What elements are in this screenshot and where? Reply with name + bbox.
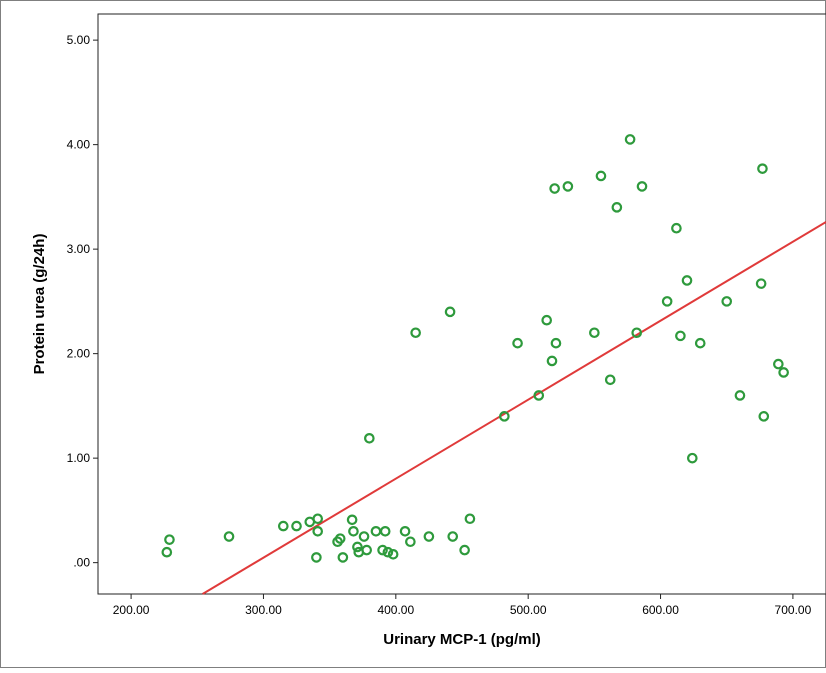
data-point [757, 163, 768, 174]
data-point [223, 531, 235, 542]
data-point [661, 296, 673, 307]
data-point [361, 544, 372, 556]
y-tick-label: .00 [73, 556, 90, 570]
data-point [624, 134, 636, 145]
data-point [773, 358, 784, 370]
x-tick-label: 200.00 [113, 603, 150, 617]
data-point [546, 355, 558, 367]
data-point [447, 531, 459, 542]
data-point [604, 374, 616, 386]
y-axis: .00 1.00 2.00 3.00 4.00 5.00 [67, 33, 98, 570]
fit-line [202, 221, 826, 595]
data-point [631, 327, 643, 339]
data-point [337, 552, 349, 563]
data-point [459, 544, 470, 556]
data-point [364, 432, 375, 444]
data-point [681, 275, 693, 286]
data-point [734, 390, 746, 401]
data-point [348, 525, 359, 537]
data-point [379, 525, 391, 537]
data-point [687, 452, 698, 464]
x-axis: 200.00 300.00 400.00 500.00 600.00 700.00 [113, 594, 812, 617]
x-tick-label: 500.00 [510, 603, 547, 617]
data-point [464, 513, 476, 525]
data-point [721, 296, 733, 307]
data-point [382, 546, 394, 558]
data-point [278, 520, 289, 532]
x-tick-label: 600.00 [642, 603, 679, 617]
data-point [512, 337, 523, 349]
data-point [550, 337, 562, 349]
fit-line-layer [202, 221, 826, 595]
data-point [589, 327, 600, 339]
x-tick-label: 400.00 [377, 603, 414, 617]
data-point [377, 544, 388, 556]
data-point [387, 548, 399, 560]
data-point [334, 533, 346, 544]
data-point [541, 314, 553, 326]
data-point [562, 181, 574, 192]
plot-area [97, 13, 826, 595]
y-tick-label: 3.00 [67, 242, 91, 256]
data-point [410, 327, 421, 339]
data-point [694, 337, 706, 349]
data-point [405, 536, 416, 548]
data-point [161, 546, 173, 558]
data-point [312, 525, 324, 537]
data-point [423, 531, 435, 542]
data-point [291, 520, 302, 532]
data-point [399, 525, 411, 537]
data-point [444, 306, 456, 318]
data-point [675, 330, 686, 342]
data-point [549, 183, 560, 194]
data-point [358, 531, 370, 542]
x-tick-label: 700.00 [775, 603, 812, 617]
data-point [755, 278, 767, 289]
data-point [636, 181, 648, 192]
plot-frame [97, 13, 826, 595]
data-point [758, 411, 770, 422]
data-point [595, 170, 607, 182]
y-tick-label: 2.00 [67, 347, 91, 361]
points-layer [161, 134, 789, 563]
y-axis-label: Protein urea (g/24h) [31, 234, 48, 375]
y-tick-label: 4.00 [67, 138, 91, 152]
data-point [671, 222, 682, 234]
data-point [533, 390, 545, 401]
data-point [312, 513, 324, 525]
data-point [346, 514, 358, 526]
data-point [778, 367, 789, 378]
data-point [164, 534, 175, 545]
y-tick-label: 1.00 [67, 451, 91, 465]
data-point [352, 541, 363, 553]
y-tick-label: 5.00 [67, 33, 91, 47]
x-axis-label: Urinary MCP-1 (pg/ml) [383, 631, 541, 648]
data-point [611, 202, 623, 213]
data-point [311, 552, 322, 563]
x-tick-label: 300.00 [245, 603, 282, 617]
data-point [499, 411, 510, 422]
